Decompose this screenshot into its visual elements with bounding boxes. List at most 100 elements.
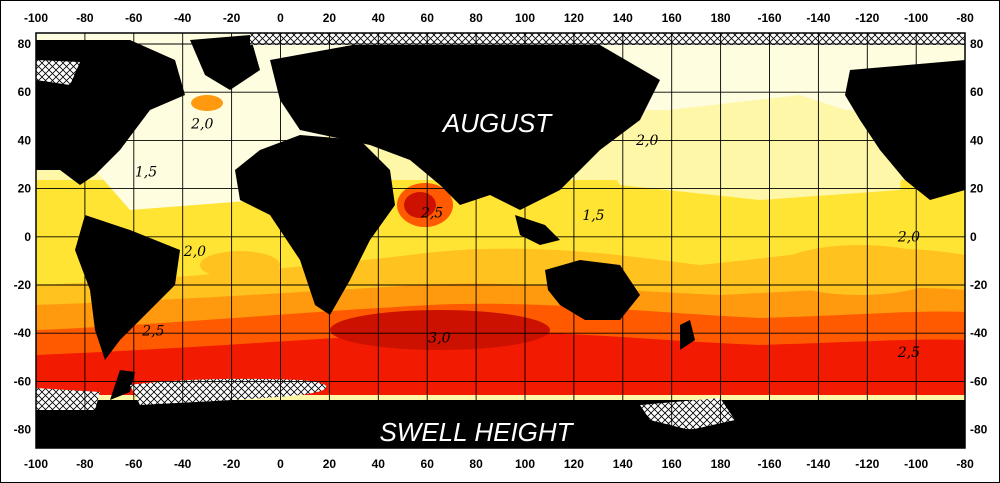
top-lon-tick-label: 60 — [421, 11, 435, 25]
max-swell-core — [330, 310, 550, 350]
top-lon-tick-label: -40 — [174, 11, 192, 25]
new-zealand — [680, 320, 695, 350]
sea-ice-canadian-archipelago — [36, 60, 80, 85]
south-atlantic-patch — [200, 251, 280, 279]
top-lon-tick-label: -120 — [855, 11, 879, 25]
right-lat-tick-label: -60 — [970, 374, 988, 388]
top-lon-tick-label: 20 — [323, 11, 337, 25]
contour-value-label: 2,5 — [420, 205, 443, 221]
top-longitude-ticks: -100 -80 -60 -40 -20 0 20 40 60 80 100 120 140 160 180… — [24, 11, 974, 25]
north-atlantic-patch — [191, 95, 223, 111]
top-lon-tick-label: -100 — [904, 11, 928, 25]
sea-ice-ross — [640, 398, 735, 430]
right-lat-tick-label: -20 — [970, 278, 988, 292]
top-lon-tick-label: -160 — [757, 11, 781, 25]
australia — [545, 260, 640, 320]
top-lon-tick-label: 140 — [613, 11, 633, 25]
bottom-lon-tick-label: -60 — [125, 457, 143, 471]
contour-value-label: 3,0 — [428, 331, 450, 347]
sea-ice-weddell — [130, 378, 327, 405]
bottom-lon-tick-label: -100 — [24, 457, 48, 471]
antarctic-peninsula — [110, 370, 135, 400]
right-lat-tick-label: 60 — [970, 85, 984, 99]
bottom-lon-tick-label: -20 — [223, 457, 241, 471]
pacific-light-zone — [580, 95, 905, 200]
left-lat-tick-label: 40 — [18, 133, 32, 147]
contour-value-label: 2,0 — [635, 133, 658, 149]
contour-labels: 2,0 1,5 2,0 2,5 2,5 3,0 1,5 2,0 2,0 2,5 — [135, 116, 920, 361]
bottom-lon-tick-label: 20 — [323, 457, 337, 471]
top-lon-tick-label: -100 — [24, 11, 48, 25]
bottom-lon-tick-label: 60 — [421, 457, 435, 471]
top-lon-tick-label: 180 — [711, 11, 731, 25]
left-lat-tick-label: 20 — [18, 182, 32, 196]
top-lon-tick-label: 100 — [515, 11, 535, 25]
sea-ice-bellingshausen — [36, 388, 100, 410]
contour-value-label: 2,0 — [183, 244, 206, 260]
south-red-band — [36, 331, 965, 395]
top-lon-tick-label: -80 — [76, 11, 94, 25]
bottom-lon-tick-label: -160 — [757, 457, 781, 471]
bottom-lon-tick-label: -140 — [806, 457, 830, 471]
variable-title: SWELL HEIGHT — [379, 417, 574, 447]
left-lat-tick-label: 60 — [18, 85, 32, 99]
africa — [235, 135, 395, 315]
right-lat-tick-label: 80 — [970, 37, 984, 51]
bottom-lon-tick-label: 40 — [372, 457, 386, 471]
eurasia — [270, 40, 660, 210]
top-lon-tick-label: -60 — [125, 11, 143, 25]
bottom-lon-tick-label: 120 — [564, 457, 584, 471]
top-lon-tick-label: -80 — [956, 11, 974, 25]
bottom-lon-tick-label: 140 — [613, 457, 633, 471]
north-america-east — [845, 60, 965, 200]
right-lat-tick-label: -80 — [970, 423, 988, 437]
right-lat-tick-label: 40 — [970, 133, 984, 147]
east-pacific-patch — [775, 245, 945, 295]
month-title: AUGUST — [441, 108, 553, 138]
top-lon-tick-label: 40 — [372, 11, 386, 25]
swell-field: 2,0 1,5 2,0 2,5 2,5 3,0 1,5 2,0 2,0 2,5 AUGUST SW… — [36, 33, 965, 448]
bottom-lon-tick-label: 80 — [469, 457, 483, 471]
greenland — [190, 35, 260, 90]
left-lat-tick-label: -40 — [14, 326, 32, 340]
bottom-lon-tick-label: 160 — [662, 457, 682, 471]
left-latitude-ticks: 80 60 40 20 0 -20 -40 -60 -80 — [14, 37, 32, 437]
bottom-lon-tick-label: -80 — [76, 457, 94, 471]
right-lat-tick-label: 0 — [970, 230, 977, 244]
left-lat-tick-label: -60 — [14, 374, 32, 388]
bottom-lon-tick-label: -100 — [904, 457, 928, 471]
sea-ice-arctic — [250, 33, 965, 45]
contour-value-label: 1,5 — [582, 208, 604, 224]
southeast-asia-islands — [515, 215, 560, 245]
contour-value-label: 2,5 — [141, 323, 164, 339]
top-lon-tick-label: 120 — [564, 11, 584, 25]
right-lat-tick-label: -40 — [970, 326, 988, 340]
contour-value-label: 1,5 — [135, 164, 157, 180]
contour-value-label: 2,0 — [190, 116, 213, 132]
left-lat-tick-label: -20 — [14, 278, 32, 292]
bottom-lon-tick-label: -120 — [855, 457, 879, 471]
top-lon-tick-label: -140 — [806, 11, 830, 25]
south-america — [75, 215, 180, 360]
top-lon-tick-label: 80 — [469, 11, 483, 25]
arabian-sea-core — [404, 192, 436, 218]
right-lat-tick-label: 20 — [970, 182, 984, 196]
bottom-lon-tick-label: 100 — [515, 457, 535, 471]
bottom-lon-tick-label: 0 — [277, 457, 284, 471]
top-lon-tick-label: 0 — [277, 11, 284, 25]
top-lon-tick-label: -20 — [223, 11, 241, 25]
bottom-lon-tick-label: -40 — [174, 457, 192, 471]
graticule — [36, 33, 965, 448]
antarctica — [36, 400, 965, 448]
left-lat-tick-label: -80 — [14, 423, 32, 437]
bottom-lon-tick-label: -80 — [956, 457, 974, 471]
bottom-longitude-ticks: -100 -80 -60 -40 -20 0 20 40 60 80 100 120 140 160 180… — [24, 457, 974, 471]
contour-value-label: 2,0 — [897, 229, 920, 245]
contour-value-label: 2,5 — [897, 345, 920, 361]
left-lat-tick-label: 80 — [18, 37, 32, 51]
left-lat-tick-label: 0 — [24, 230, 31, 244]
right-latitude-ticks: 80 60 40 20 0 -20 -40 -60 -80 — [970, 37, 988, 437]
bottom-lon-tick-label: 180 — [711, 457, 731, 471]
